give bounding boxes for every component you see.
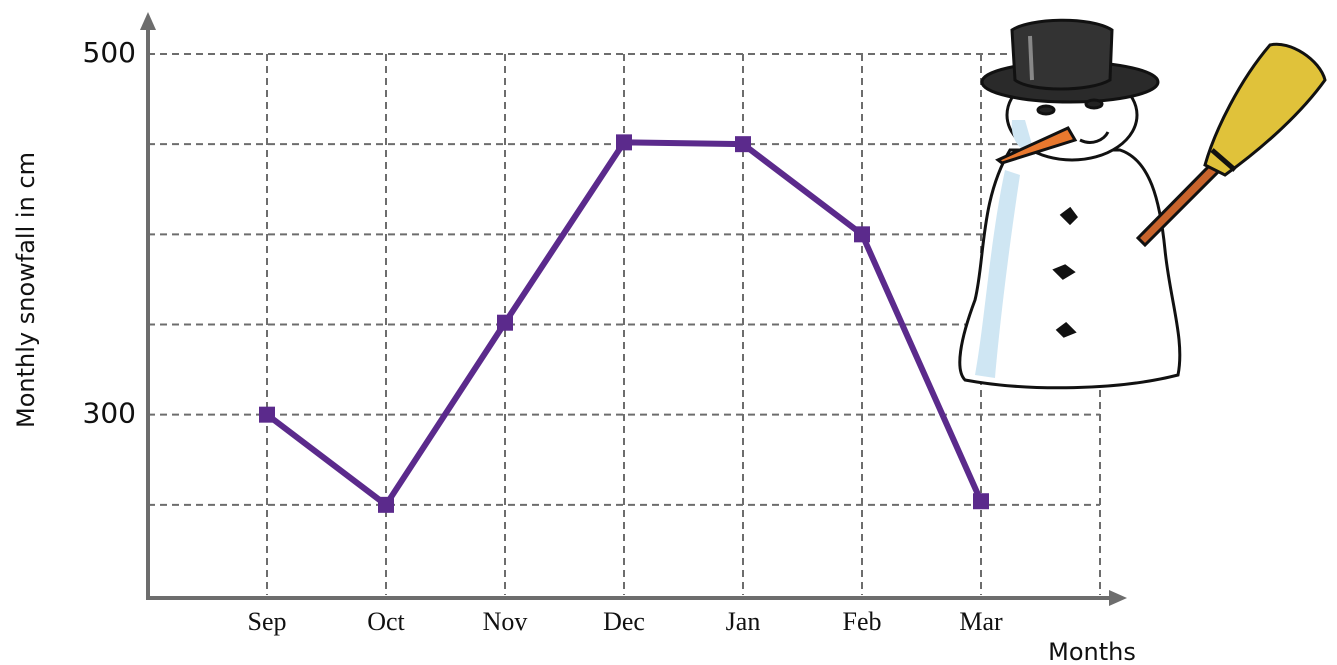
point — [497, 315, 513, 331]
point — [854, 226, 870, 242]
chart: Monthly snowfall in cm Months 300 500 Sep O… — [0, 0, 1337, 665]
x-axis-arrow — [1109, 590, 1127, 606]
x-tick-label: Oct — [367, 607, 405, 636]
snowman-illustration — [960, 20, 1325, 388]
x-tick-label: Dec — [603, 607, 645, 636]
point — [616, 134, 632, 150]
x-tick-label: Jan — [726, 607, 761, 636]
x-tick-label: Feb — [843, 607, 882, 636]
x-tick-label: Sep — [248, 607, 287, 636]
y-axis-title: Monthly snowfall in cm — [12, 152, 40, 428]
y-tick-label: 500 — [83, 36, 136, 69]
x-tick-label: Mar — [959, 607, 1003, 636]
y-axis-arrow — [140, 12, 156, 30]
point — [735, 136, 751, 152]
x-axis-title: Months — [1048, 638, 1136, 665]
point — [378, 497, 394, 513]
point — [259, 407, 275, 423]
point — [973, 493, 989, 509]
x-tick-label: Nov — [483, 607, 528, 636]
y-tick-label: 300 — [83, 397, 136, 430]
